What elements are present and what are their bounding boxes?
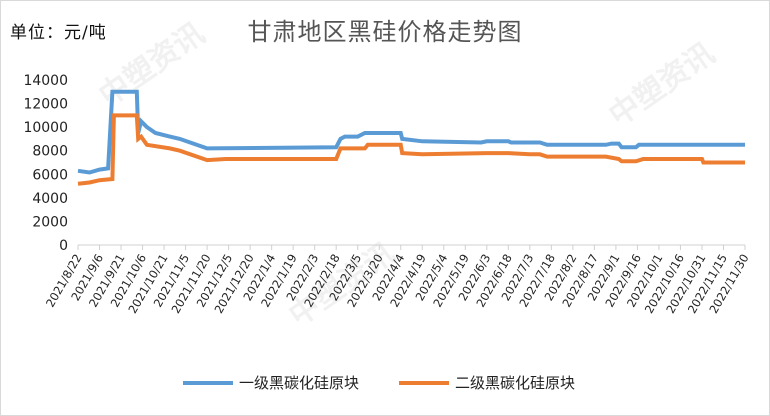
legend: 一级黑碳化硅原块 二级黑碳化硅原块	[183, 374, 575, 392]
unit-label: 单位：元/吨	[10, 23, 107, 43]
legend-label: 二级黑碳化硅原块	[455, 374, 575, 392]
y-tick-label: 6000	[32, 167, 68, 183]
y-tick-label: 10000	[23, 120, 68, 136]
y-axis: 0 2000 4000 6000 8000 10000 12000 14000	[23, 73, 68, 254]
x-axis: 2021/8/222021/9/62021/9/212021/10/62021/…	[43, 244, 752, 316]
chart-title: 甘肃地区黑硅价格走势图	[247, 18, 523, 46]
y-tick-label: 0	[59, 238, 68, 254]
y-tick-label: 14000	[23, 73, 68, 89]
y-tick-label: 4000	[32, 191, 68, 207]
legend-label: 一级黑碳化硅原块	[239, 374, 359, 392]
y-tick-label: 12000	[23, 97, 68, 113]
series-layer	[77, 89, 745, 186]
y-tick-label: 2000	[32, 214, 68, 230]
series-line-1	[77, 89, 745, 175]
y-tick-label: 8000	[32, 144, 68, 160]
series-line-2	[77, 113, 745, 186]
